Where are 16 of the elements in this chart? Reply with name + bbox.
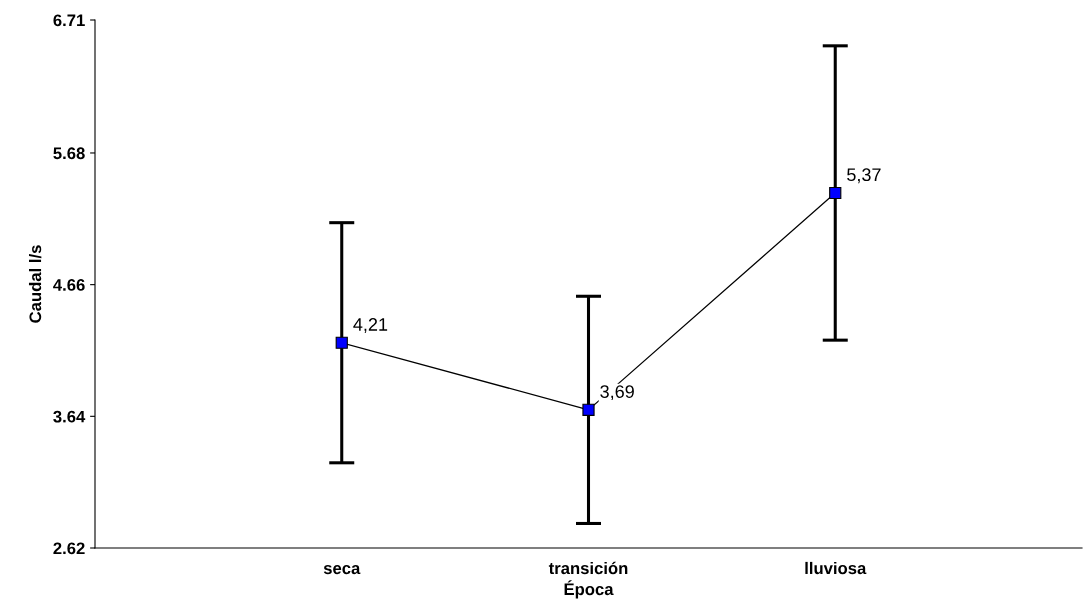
data-label: 5,37 [847,168,881,184]
y-axis-title: Caudal l/s [28,245,42,323]
x-tick-label: lluviosa [805,561,867,575]
data-label: 4,21 [353,318,388,333]
y-tick-label: 3.64 [53,410,86,423]
point [582,403,595,416]
y-tick-label: 6.71 [53,14,85,27]
y-tick-label: 4.66 [53,279,85,291]
x-axis-title: Época [564,580,614,599]
point [335,336,348,349]
data-label: 3,69 [600,385,634,401]
x-tick-label: seca [323,564,361,575]
y-tick-label: 2.62 [53,542,85,555]
point [829,186,842,200]
y-tick-label: 5.68 [53,147,85,160]
x-tick-label: transición [548,561,628,575]
